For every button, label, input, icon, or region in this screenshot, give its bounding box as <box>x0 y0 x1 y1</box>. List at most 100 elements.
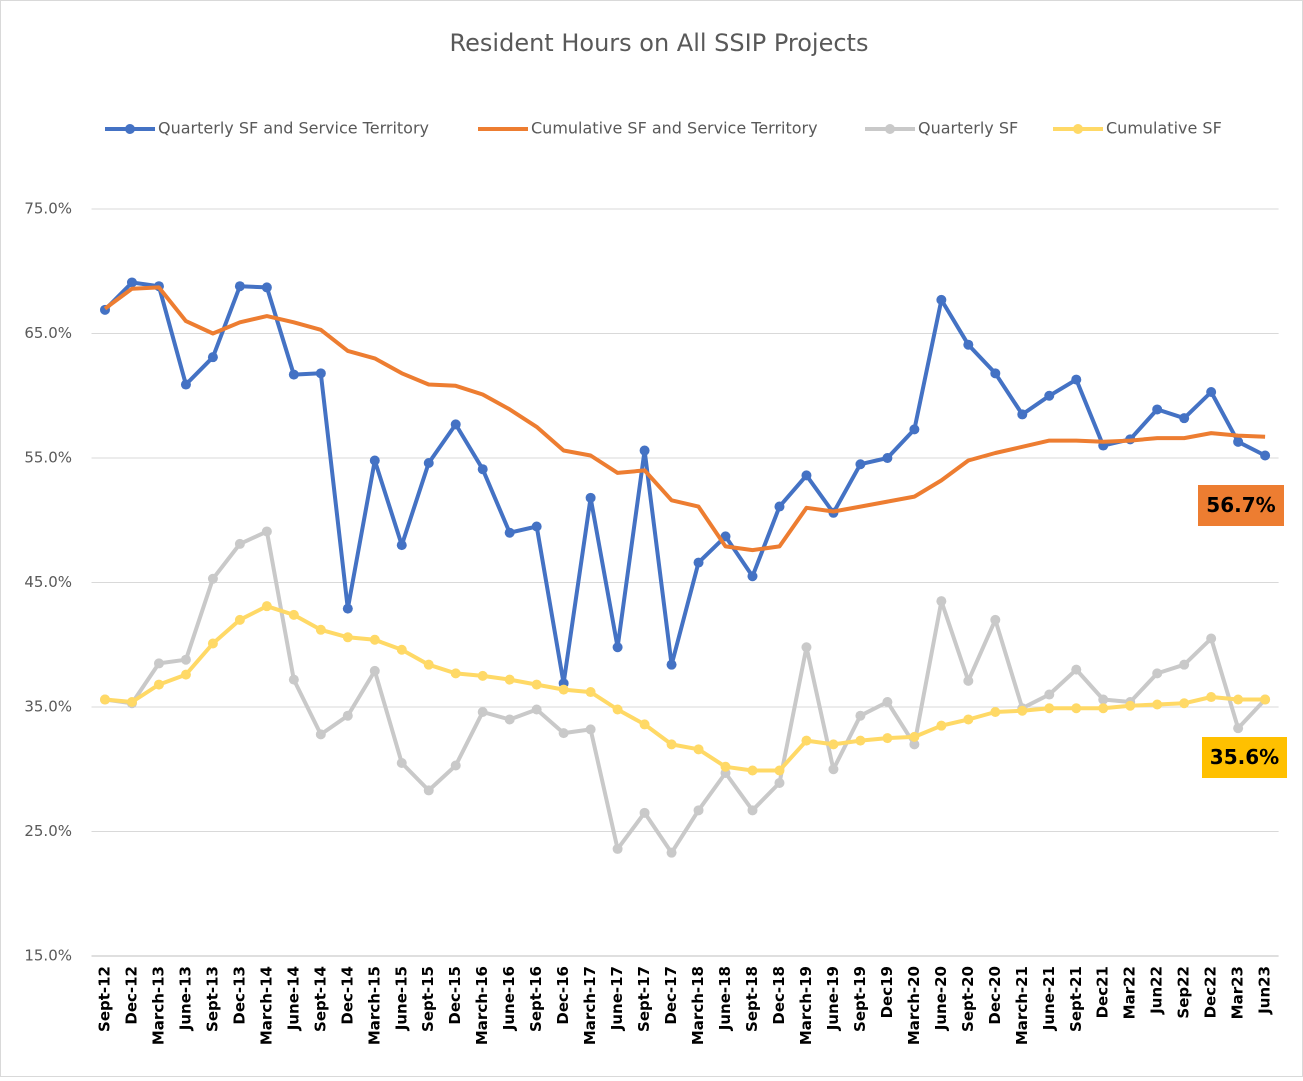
x-tick-label: Jun22 <box>1148 966 1166 1015</box>
data-point <box>1260 450 1271 461</box>
data-point <box>1206 692 1217 703</box>
data-point <box>720 761 731 772</box>
data-point <box>369 634 380 645</box>
data-point <box>1260 694 1271 705</box>
data-point <box>1125 700 1136 711</box>
data-point <box>234 538 245 549</box>
data-point <box>1044 703 1055 714</box>
x-tick-label: Dec-20 <box>986 966 1004 1025</box>
x-tick-label: Sept-12 <box>95 966 113 1032</box>
x-tick-label: March-13 <box>149 966 167 1045</box>
data-point <box>126 697 137 708</box>
data-point <box>1071 703 1082 714</box>
data-point <box>126 277 137 288</box>
x-tick-label: Sept-18 <box>743 966 761 1032</box>
x-tick-label: Sept-15 <box>419 966 437 1032</box>
series-line <box>104 529 1267 855</box>
y-tick-label: 35.0% <box>24 698 72 716</box>
data-point <box>207 352 218 363</box>
x-tick-label: March-21 <box>1013 966 1031 1045</box>
x-tick-label: March-14 <box>257 966 275 1045</box>
data-point <box>369 665 380 676</box>
data-point <box>747 805 758 816</box>
annotation-label: 35.6% <box>1210 745 1279 769</box>
legend-label: Cumulative SF and Service Territory <box>531 119 818 138</box>
data-point <box>558 728 569 739</box>
data-point <box>585 687 596 698</box>
y-tick-label: 75.0% <box>24 200 72 218</box>
x-tick-label: Mar22 <box>1121 966 1139 1019</box>
data-point <box>450 668 461 679</box>
data-point <box>855 459 866 470</box>
y-tick-label: 25.0% <box>24 822 72 840</box>
data-point <box>288 674 299 685</box>
data-point <box>153 679 164 690</box>
data-point <box>531 679 542 690</box>
x-tick-label: June-13 <box>176 966 194 1031</box>
data-point <box>1152 668 1163 679</box>
data-point <box>612 843 623 854</box>
data-point <box>936 720 947 731</box>
data-point <box>1017 705 1028 716</box>
y-tick-label: 65.0% <box>24 324 72 342</box>
x-tick-label: Sep22 <box>1175 966 1193 1019</box>
data-point <box>1179 698 1190 709</box>
data-point <box>693 557 704 568</box>
data-point <box>180 379 191 390</box>
data-point <box>1152 404 1163 415</box>
data-point <box>801 470 812 481</box>
x-tick-label: Sept-14 <box>311 966 329 1032</box>
data-point <box>1044 689 1055 700</box>
data-point <box>234 281 245 292</box>
data-point <box>855 710 866 721</box>
y-tick-label: 55.0% <box>24 449 72 467</box>
data-point <box>261 601 272 612</box>
x-tick-label: June-15 <box>392 966 410 1031</box>
data-point <box>1044 390 1055 401</box>
data-point <box>1098 694 1109 705</box>
data-point <box>342 603 353 614</box>
data-point <box>342 710 353 721</box>
data-point <box>234 614 245 625</box>
data-point <box>585 724 596 735</box>
x-tick-label: Sept-21 <box>1067 966 1085 1032</box>
data-point <box>990 706 1001 717</box>
x-tick-label: Jun23 <box>1256 966 1274 1015</box>
data-point <box>612 642 623 653</box>
data-point <box>963 339 974 350</box>
data-point <box>207 573 218 584</box>
x-tick-label: Dec-14 <box>338 966 356 1025</box>
x-tick-label: Dec-16 <box>554 966 572 1025</box>
x-tick-label: Sept-20 <box>959 966 977 1032</box>
data-point <box>477 670 488 681</box>
data-point <box>990 614 1001 625</box>
data-point <box>288 369 299 380</box>
data-point <box>450 760 461 771</box>
x-tick-label: Sept-13 <box>203 966 221 1032</box>
data-point <box>180 669 191 680</box>
y-tick-label: 45.0% <box>24 573 72 591</box>
data-point <box>666 847 677 858</box>
x-tick-label: Dec-13 <box>230 966 248 1025</box>
data-point <box>288 609 299 620</box>
data-point <box>396 540 407 551</box>
x-tick-label: Sept-17 <box>635 966 653 1032</box>
data-point <box>828 739 839 750</box>
data-point <box>774 765 785 776</box>
data-point <box>1098 703 1109 714</box>
legend-marker <box>125 124 135 134</box>
data-point <box>558 684 569 695</box>
data-point <box>909 731 920 742</box>
x-tick-label: March-15 <box>365 966 383 1045</box>
data-point <box>1152 699 1163 710</box>
data-point <box>396 644 407 655</box>
data-point <box>1179 413 1190 424</box>
x-tick-label: March-19 <box>797 966 815 1045</box>
data-point <box>666 739 677 750</box>
data-point <box>477 464 488 475</box>
data-point <box>774 777 785 788</box>
x-tick-label: June-20 <box>932 966 950 1031</box>
series-line <box>103 285 1266 553</box>
x-tick-label: June-18 <box>716 966 734 1031</box>
